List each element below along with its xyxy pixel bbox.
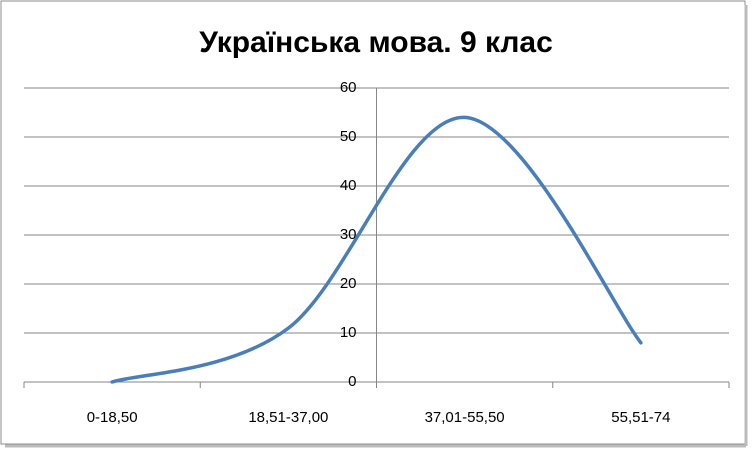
- y-tick-label: 0: [348, 373, 356, 390]
- line-series: [110, 115, 643, 384]
- x-tick-label: 37,01-55,50: [425, 409, 505, 426]
- chart-frame: [0, 0, 746, 445]
- y-tick-label: 60: [340, 79, 357, 96]
- x-tick-label: 0-18,50: [87, 409, 138, 426]
- y-tick-label: 20: [340, 275, 357, 292]
- chart-title: Українська мова. 9 клас: [199, 26, 553, 59]
- y-tick-label: 30: [340, 226, 357, 243]
- y-tick-label: 40: [340, 177, 357, 194]
- y-tick-label: 10: [340, 324, 357, 341]
- x-tick-label: 55,51-74: [611, 409, 670, 426]
- x-tick-label: 18,51-37,00: [248, 409, 328, 426]
- y-tick-label: 50: [340, 128, 357, 145]
